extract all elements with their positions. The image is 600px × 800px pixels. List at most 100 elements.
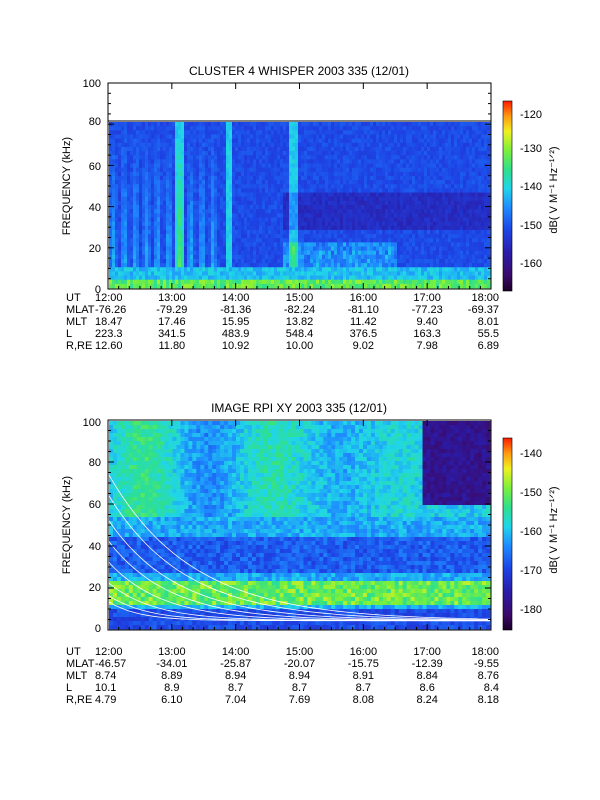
- heat-cell: [433, 159, 437, 164]
- heat-cell: [148, 234, 152, 239]
- heat-cell: [364, 163, 368, 169]
- heat-cell: [298, 238, 302, 243]
- heat-cell: [376, 242, 380, 247]
- heat-cell: [232, 254, 236, 260]
- heat-cell: [466, 271, 470, 276]
- heat-cell: [415, 180, 419, 185]
- heat-cell: [112, 250, 116, 256]
- heat-cell: [286, 246, 290, 252]
- heat-cell: [460, 163, 464, 169]
- heat-cell: [280, 180, 284, 185]
- heat-cell: [295, 184, 299, 189]
- heat-cell: [244, 151, 248, 156]
- heat-cell: [181, 271, 185, 276]
- heat-cell: [472, 229, 476, 235]
- heat-cell: [139, 122, 143, 127]
- heat-cell: [481, 200, 485, 206]
- heat-cell: [343, 242, 347, 247]
- heat-cell: [268, 209, 272, 214]
- heat-cell: [268, 200, 272, 206]
- heat-cell: [268, 142, 272, 148]
- heat-cell: [220, 209, 224, 214]
- heat-cell: [373, 122, 377, 127]
- heat-cell: [403, 200, 407, 206]
- heat-cell: [289, 200, 293, 206]
- heat-cell: [238, 279, 242, 285]
- heat-cell: [292, 155, 296, 160]
- heat-cell: [337, 258, 341, 264]
- heat-cell: [439, 134, 443, 139]
- heat-cell: [352, 184, 356, 189]
- heat-cell: [250, 242, 254, 247]
- heat-cell: [109, 221, 113, 227]
- heat-cell: [130, 258, 134, 264]
- heat-cell: [121, 122, 125, 127]
- heat-cell: [220, 159, 224, 164]
- heat-cell: [397, 184, 401, 189]
- heat-cell: [424, 134, 428, 139]
- heat-cell: [331, 180, 335, 185]
- heat-cell: [205, 213, 209, 218]
- heat-cell: [232, 283, 236, 289]
- heat-cell: [133, 271, 137, 276]
- heat-cell: [169, 200, 173, 206]
- heat-cell: [472, 130, 476, 135]
- heat-cell: [460, 155, 464, 160]
- heat-cell: [469, 130, 473, 135]
- heat-cell: [226, 205, 230, 210]
- heat-cell: [460, 221, 464, 227]
- heat-cell: [460, 263, 464, 268]
- heat-cell: [208, 283, 212, 289]
- heat-cell: [286, 142, 290, 148]
- heat-cell: [397, 167, 401, 173]
- heat-cell: [172, 258, 176, 264]
- heat-cell: [139, 138, 143, 144]
- heat-cell: [391, 221, 395, 227]
- heat-cell: [418, 122, 422, 127]
- heat-cell: [151, 151, 155, 156]
- heat-cell: [409, 130, 413, 135]
- heat-cell: [466, 171, 470, 177]
- heat-cell: [253, 122, 257, 127]
- heat-cell: [409, 283, 413, 289]
- heat-cell: [199, 238, 203, 243]
- heat-cell: [382, 175, 386, 181]
- heat-cell: [403, 250, 407, 256]
- heat-cell: [322, 258, 326, 264]
- heat-cell: [361, 217, 365, 222]
- heat-cell: [316, 151, 320, 156]
- heat-cell: [214, 126, 218, 131]
- heat-cell: [199, 217, 203, 222]
- heat-cell: [193, 184, 197, 189]
- heat-cell: [292, 159, 296, 164]
- heat-cell: [127, 188, 131, 193]
- heat-cell: [319, 263, 323, 268]
- heat-cell: [316, 205, 320, 210]
- heat-cell: [292, 175, 296, 181]
- heat-cell: [259, 151, 263, 156]
- heat-cell: [385, 163, 389, 169]
- heat-cell: [277, 155, 281, 160]
- heat-cell: [289, 126, 293, 131]
- heat-cell: [364, 159, 368, 164]
- heat-cell: [136, 225, 140, 231]
- heat-cell: [313, 234, 317, 239]
- heat-cell: [364, 234, 368, 239]
- heat-cell: [172, 171, 176, 177]
- heat-cell: [445, 250, 449, 256]
- heat-cell: [325, 188, 329, 193]
- heat-cell: [253, 271, 257, 276]
- heat-cell: [127, 126, 131, 131]
- heat-cell: [112, 275, 116, 281]
- heat-cell: [331, 279, 335, 285]
- heat-cell: [130, 213, 134, 218]
- heat-cell: [451, 138, 455, 144]
- heat-cell: [181, 126, 185, 131]
- heat-cell: [439, 271, 443, 276]
- heat-cell: [403, 138, 407, 144]
- heat-cell: [337, 267, 341, 272]
- heat-cell: [265, 122, 269, 127]
- heat-cell: [169, 229, 173, 235]
- heat-cell: [220, 229, 224, 235]
- heat-cell: [241, 138, 245, 144]
